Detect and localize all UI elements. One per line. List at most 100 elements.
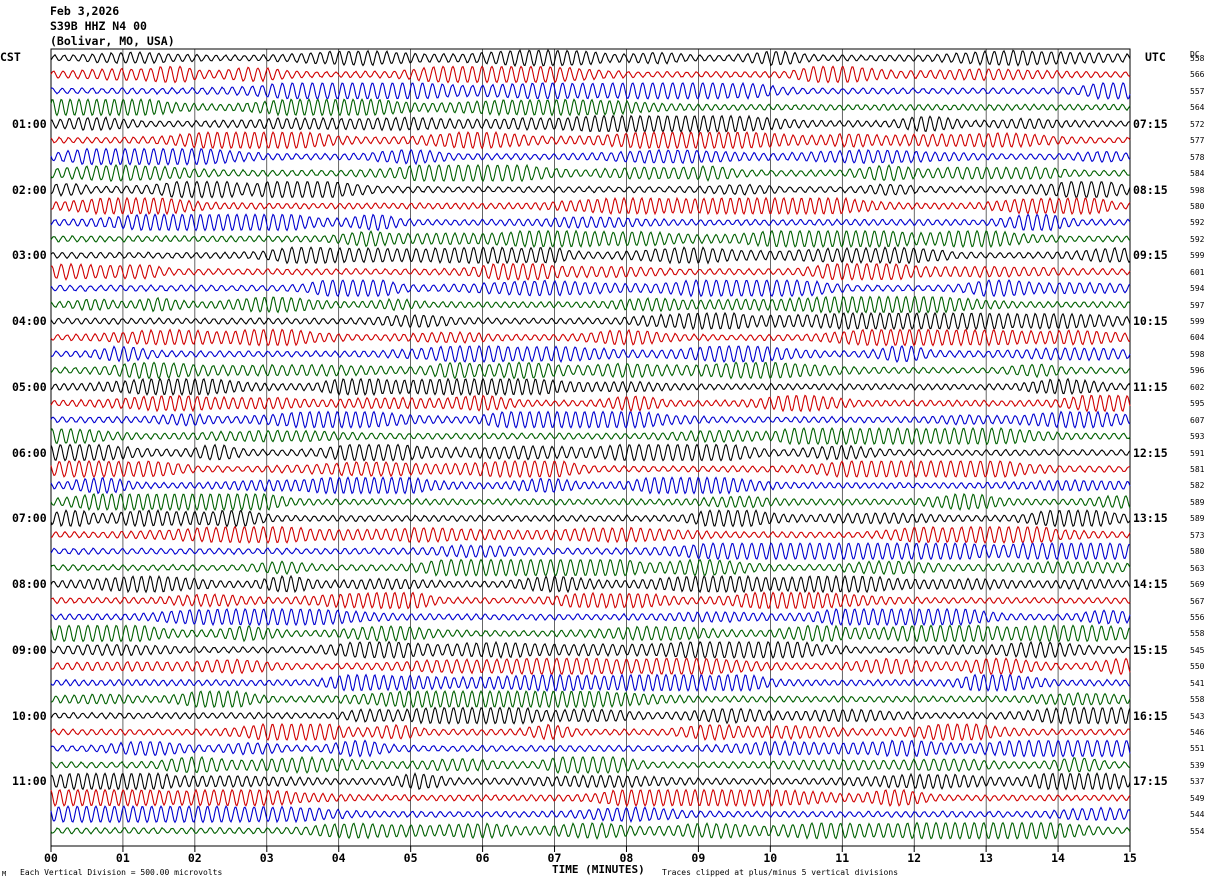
dc-offset-value: 558	[1190, 629, 1205, 639]
x-tick-label: 12	[907, 851, 922, 865]
left-hour-label: 08:00	[12, 577, 47, 592]
dc-offset-value: 554	[1190, 826, 1205, 836]
seismic-trace	[50, 229, 1131, 248]
seismic-trace	[50, 821, 1131, 840]
left-hour-label: 10:00	[12, 708, 47, 723]
right-hour-label: 15:15	[1133, 642, 1168, 657]
seismic-trace	[50, 459, 1131, 479]
corner-mark: M	[2, 870, 7, 878]
seismic-trace	[50, 509, 1131, 528]
dc-offset-value: 592	[1190, 234, 1205, 244]
dc-offset-value: 567	[1190, 596, 1205, 606]
clip-note: Traces clipped at plus/minus 5 vertical …	[662, 868, 899, 877]
dc-offset-value: 594	[1190, 284, 1205, 294]
header-station: S39B HHZ N4 00	[50, 19, 147, 33]
right-hour-label: 16:15	[1133, 708, 1168, 723]
dc-offset-value: 541	[1190, 678, 1205, 688]
dc-offset-value: 582	[1190, 481, 1205, 491]
dc-offset-value: 584	[1190, 169, 1205, 179]
x-tick-label: 01	[115, 851, 130, 865]
seismic-trace	[50, 130, 1131, 150]
dc-offset-value: 549	[1190, 793, 1205, 803]
right-hour-label: 13:15	[1133, 511, 1168, 526]
x-tick-label: 07	[547, 851, 562, 865]
seismic-trace	[50, 805, 1131, 824]
dc-offset-value: 551	[1190, 744, 1205, 754]
dc-offset-value: 537	[1190, 777, 1205, 787]
dc-offset-value: 564	[1190, 103, 1205, 113]
dc-offset-value: 550	[1190, 662, 1205, 672]
x-tick-label: 13	[979, 851, 993, 865]
dc-offset-value: 597	[1190, 300, 1205, 310]
x-tick-label: 00	[44, 851, 58, 865]
right-timezone-label: UTC	[1145, 50, 1166, 64]
left-hour-label: 03:00	[12, 248, 47, 263]
seismic-trace	[50, 788, 1131, 807]
x-tick-label: 02	[187, 851, 202, 865]
x-tick-label: 15	[1123, 851, 1137, 865]
dc-offset-value: 558	[1190, 695, 1205, 705]
seismic-trace	[50, 81, 1131, 100]
header-location: (Bolivar, MO, USA)	[50, 34, 175, 48]
seismic-trace	[50, 640, 1131, 659]
seismic-trace	[50, 279, 1131, 298]
seismic-trace	[50, 361, 1131, 380]
left-hour-label: 02:00	[12, 182, 47, 197]
seismic-trace	[50, 574, 1131, 594]
left-hour-label: 05:00	[12, 379, 47, 394]
seismic-trace	[50, 493, 1131, 512]
dc-offset-value: 544	[1190, 810, 1205, 820]
x-tick-label: 09	[691, 851, 706, 865]
dc-offset-value: 556	[1190, 612, 1205, 622]
dc-offset-value: 602	[1190, 382, 1205, 392]
x-axis-label: TIME (MINUTES)	[552, 863, 645, 876]
seismic-trace	[50, 180, 1131, 199]
seismic-trace	[50, 328, 1131, 347]
seismic-trace	[50, 443, 1131, 462]
seismic-trace	[50, 262, 1131, 281]
seismic-trace	[50, 196, 1131, 216]
seismic-trace	[50, 163, 1131, 183]
left-hour-label: 11:00	[12, 774, 47, 789]
dc-header-label: DC	[1190, 50, 1200, 59]
dc-offset-value: 598	[1190, 349, 1205, 359]
x-tick-label: 10	[763, 851, 778, 865]
right-hour-label: 08:15	[1133, 182, 1168, 197]
dc-offset-value: 573	[1190, 530, 1205, 540]
seismic-trace	[50, 377, 1131, 397]
x-tick-label: 08	[619, 851, 634, 865]
dc-offset-value: 607	[1190, 415, 1205, 425]
dc-offset-value: 546	[1190, 728, 1205, 738]
seismic-trace	[50, 525, 1131, 544]
dc-offset-value: 572	[1190, 119, 1205, 129]
seismic-trace	[50, 624, 1131, 643]
dc-offset-value: 596	[1190, 366, 1205, 376]
left-hour-label: 06:00	[12, 445, 47, 460]
left-hour-label: 07:00	[12, 511, 47, 526]
left-hour-label: 01:00	[12, 116, 47, 131]
seismic-trace	[50, 344, 1131, 364]
x-tick-label: 14	[1051, 851, 1065, 865]
seismic-trace	[50, 706, 1131, 725]
seismic-trace	[50, 410, 1131, 429]
right-hour-label: 10:15	[1133, 314, 1168, 329]
dc-offset-value: 601	[1190, 267, 1205, 277]
dc-offset-value: 589	[1190, 514, 1205, 524]
dc-offset-value: 543	[1190, 711, 1205, 721]
dc-offset-value: 589	[1190, 497, 1205, 507]
seismic-trace	[50, 772, 1131, 791]
dc-offset-value: 581	[1190, 465, 1205, 474]
dc-offset-value: 539	[1190, 760, 1205, 770]
x-tick-label: 03	[259, 851, 274, 865]
seismic-trace	[50, 476, 1131, 495]
seismic-trace	[50, 690, 1131, 709]
seismic-trace	[50, 673, 1131, 692]
seismic-trace	[50, 98, 1131, 117]
dc-offset-value: 604	[1190, 333, 1205, 343]
seismic-trace	[50, 739, 1131, 758]
seismic-trace	[50, 558, 1131, 577]
seismic-trace	[50, 427, 1131, 446]
header-date: Feb 3,2026	[50, 4, 120, 18]
dc-offset-value: 563	[1190, 563, 1205, 573]
